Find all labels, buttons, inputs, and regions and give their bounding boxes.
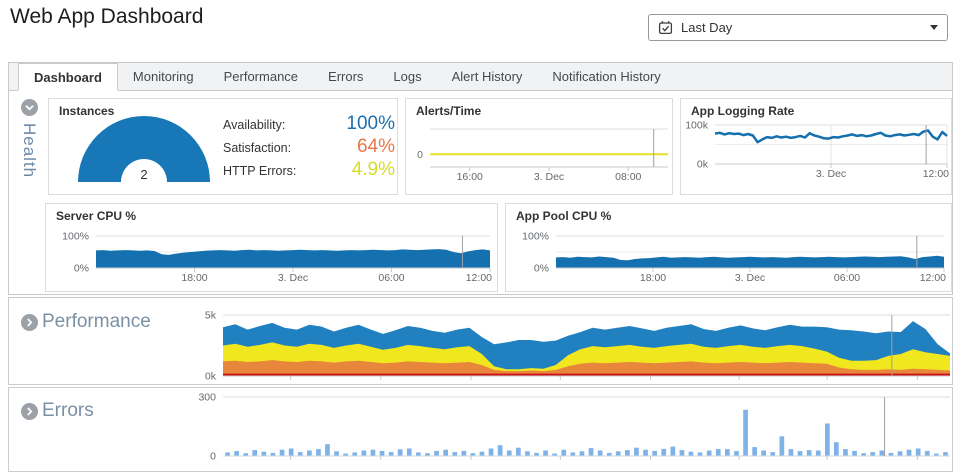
tab-dashboard[interactable]: Dashboard — [18, 63, 118, 91]
errors-section-label: Errors — [42, 400, 94, 421]
svg-text:18:00: 18:00 — [640, 272, 666, 284]
tab-strip: Dashboard Monitoring Performance Errors … — [9, 63, 952, 91]
svg-text:100%: 100% — [522, 231, 549, 243]
svg-text:0k: 0k — [205, 371, 217, 383]
alerts-time-chart[interactable]: 0 16:00 3. Dec 08:00 — [406, 99, 672, 194]
server-cpu-panel: Server CPU % 100% 0% 18:00 3. Dec 06:00 12:00 — [45, 203, 498, 292]
app-pool-cpu-chart[interactable]: 100% 0% 18:00 3. Dec 06:00 12:00 — [506, 204, 951, 291]
svg-text:0k: 0k — [697, 159, 709, 171]
svg-text:16:00: 16:00 — [457, 171, 483, 183]
app-pool-cpu-panel-title: App Pool CPU % — [516, 209, 612, 223]
svg-text:12:00: 12:00 — [920, 272, 946, 284]
instances-gauge-chart[interactable]: 2 — [49, 99, 397, 194]
app-logging-rate-panel-title: App Logging Rate — [691, 104, 795, 118]
svg-text:3. Dec: 3. Dec — [534, 171, 564, 183]
health-stats: Availability: 100% Satisfaction: 64% HTT… — [223, 113, 395, 182]
time-period-value: Last Day — [681, 20, 733, 35]
errors-chart[interactable]: 300 0 — [9, 388, 952, 471]
svg-text:12:00: 12:00 — [923, 168, 949, 180]
svg-text:0%: 0% — [74, 263, 89, 275]
tab-performance[interactable]: Performance — [223, 69, 299, 84]
expand-chevron-right-icon[interactable] — [21, 313, 38, 331]
svg-text:3. Dec: 3. Dec — [816, 168, 846, 180]
svg-text:18:00: 18:00 — [181, 272, 207, 284]
errors-section: Errors 300 0 — [8, 387, 953, 472]
tab-errors[interactable]: Errors — [328, 69, 364, 84]
svg-text:12:00: 12:00 — [466, 272, 492, 284]
tab-monitoring[interactable]: Monitoring — [132, 69, 194, 84]
app-logging-rate-panel: App Logging Rate 100k 0k 3. Dec 12:00 — [680, 98, 952, 195]
server-cpu-panel-title: Server CPU % — [56, 209, 137, 223]
performance-section-label: Performance — [42, 311, 151, 332]
app-pool-cpu-panel: App Pool CPU % 100% 0% 18:00 3. Dec 06:00 12:… — [505, 203, 952, 292]
svg-text:08:00: 08:00 — [615, 171, 641, 183]
dropdown-caret-icon — [930, 25, 938, 30]
server-cpu-chart[interactable]: 100% 0% 18:00 3. Dec 06:00 12:00 — [46, 204, 497, 291]
svg-text:06:00: 06:00 — [378, 272, 404, 284]
performance-chart[interactable]: 5k 0k — [9, 298, 952, 384]
svg-text:0: 0 — [210, 451, 216, 463]
app-logging-rate-chart[interactable]: 100k 0k 3. Dec 12:00 — [681, 99, 951, 194]
svg-text:0: 0 — [417, 149, 423, 161]
tab-logs[interactable]: Logs — [393, 69, 422, 84]
svg-text:06:00: 06:00 — [834, 272, 860, 284]
svg-text:2: 2 — [140, 167, 147, 182]
tab-notification-history[interactable]: Notification History — [552, 69, 661, 84]
svg-text:3. Dec: 3. Dec — [278, 272, 308, 284]
svg-text:5k: 5k — [205, 310, 217, 322]
expand-chevron-right-icon[interactable] — [21, 402, 38, 420]
alerts-time-panel: Alerts/Time 0 16:00 3. Dec 08:00 — [405, 98, 673, 195]
svg-text:100%: 100% — [62, 231, 89, 243]
health-section-label: Health — [20, 123, 39, 179]
health-section-header[interactable]: Health — [16, 99, 42, 178]
page-title: Web App Dashboard — [10, 5, 204, 28]
calendar-check-icon — [658, 21, 673, 35]
performance-section-header[interactable]: Performance — [21, 311, 151, 333]
stat-http-errors: HTTP Errors: 4.9% — [223, 159, 395, 180]
instances-panel: Instances 2 Availability: 100% Satisfact… — [48, 98, 398, 195]
time-period-dropdown[interactable]: Last Day — [648, 14, 948, 41]
alerts-time-panel-title: Alerts/Time — [416, 104, 482, 118]
performance-section: Performance 5k 0k — [8, 297, 953, 385]
svg-text:3. Dec: 3. Dec — [735, 272, 765, 284]
tab-alert-history[interactable]: Alert History — [451, 69, 523, 84]
stat-availability: Availability: 100% — [223, 113, 395, 134]
errors-section-header[interactable]: Errors — [21, 400, 94, 422]
instances-panel-title: Instances — [59, 104, 115, 118]
stat-satisfaction: Satisfaction: 64% — [223, 136, 395, 157]
svg-text:0%: 0% — [534, 263, 549, 275]
collapse-chevron-down-icon[interactable] — [20, 99, 38, 116]
svg-text:100k: 100k — [685, 120, 709, 132]
svg-text:300: 300 — [198, 392, 216, 404]
